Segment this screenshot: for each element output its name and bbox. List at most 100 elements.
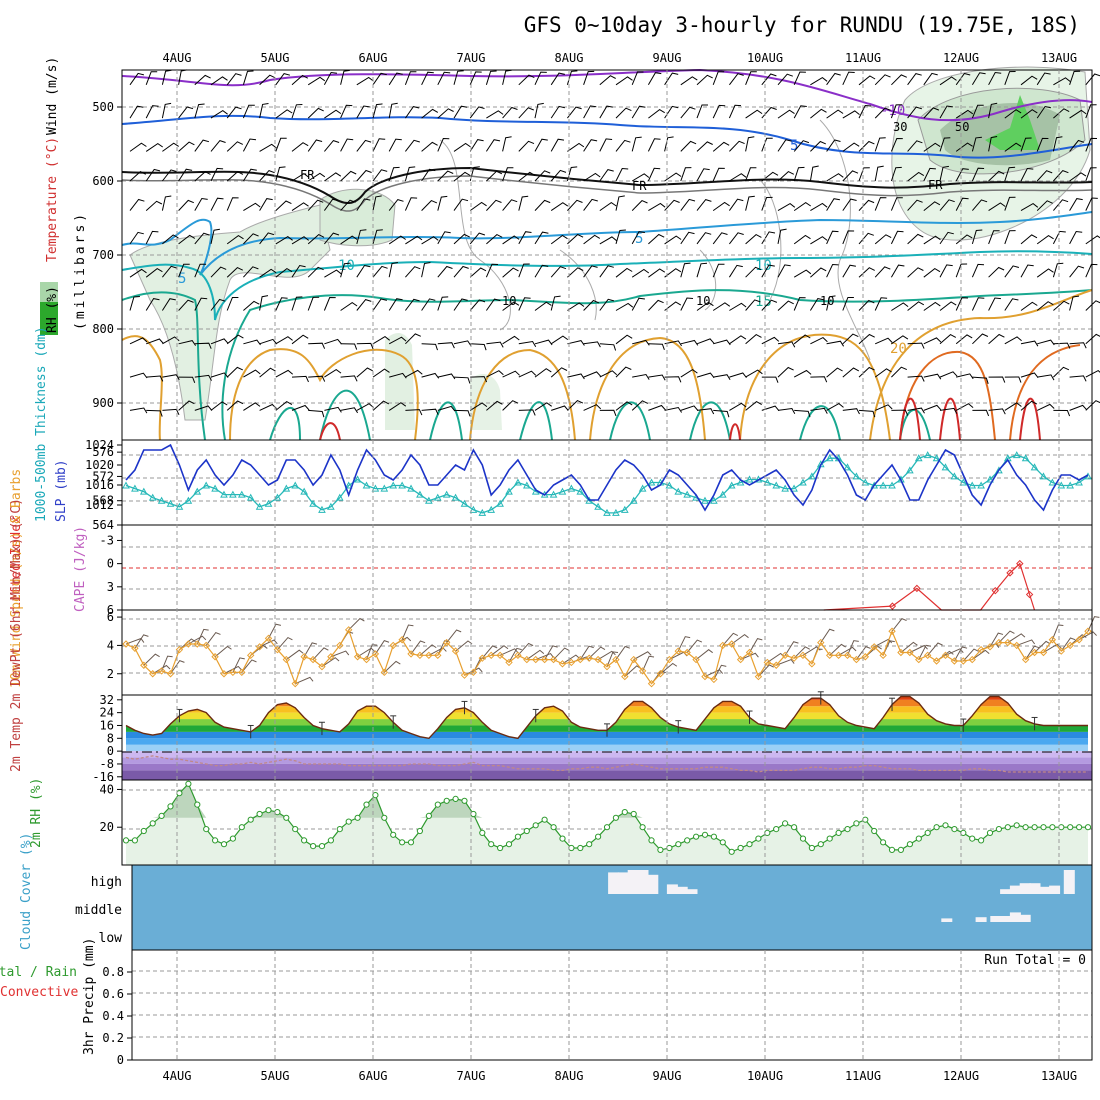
thickness-point	[380, 484, 389, 492]
wind-barb	[210, 228, 220, 245]
thickness-point	[950, 472, 959, 480]
wind10m-barb	[882, 640, 895, 656]
wind-barb	[842, 408, 860, 415]
wind-barb	[1069, 375, 1087, 382]
wind10m-barb	[695, 649, 713, 660]
wind-barb	[712, 167, 725, 182]
date-label-bottom: 9AUG	[653, 1069, 682, 1083]
wind10m-point	[184, 640, 193, 648]
wind-barb	[259, 295, 269, 311]
wind-barb	[631, 173, 650, 182]
wind-barb	[129, 407, 148, 414]
wind-barb	[550, 202, 569, 212]
wind-barb	[631, 71, 644, 85]
wind-barb	[324, 368, 342, 378]
wind10m-point	[398, 636, 406, 644]
wind-barb	[891, 302, 909, 311]
wind-barb	[421, 343, 438, 351]
wind-barb	[502, 335, 520, 345]
thickness-point	[460, 499, 469, 507]
wind-barb	[226, 171, 244, 182]
wind-barb	[469, 139, 484, 152]
wind10m-barb	[793, 646, 811, 659]
wind10m-barb	[927, 642, 943, 656]
wind10m-point	[612, 655, 620, 664]
wind-barb	[162, 336, 180, 345]
wind-barb	[923, 373, 942, 380]
wind-barb	[696, 104, 708, 119]
wind10m-point	[692, 655, 700, 664]
wind-barb	[615, 195, 625, 211]
lifted-index-point	[1025, 590, 1034, 599]
rh-legend-swatch-light	[40, 282, 58, 302]
wind-barb	[145, 105, 159, 119]
wind10m-barb	[856, 646, 871, 660]
wind-barb	[437, 296, 449, 311]
wind-barb	[615, 107, 632, 119]
rh2m-point	[274, 809, 281, 816]
rh2m-point	[951, 826, 958, 833]
thickness-point	[442, 490, 451, 498]
wind-barb	[178, 199, 194, 211]
wind-barb	[550, 367, 568, 378]
wind-axis-label: Wind (m/s)	[45, 57, 60, 135]
temp-label-15: 15	[755, 294, 772, 310]
thickness-point	[451, 493, 460, 501]
wind-barb	[502, 136, 512, 152]
precip-y-ticks: 0 0.2 0.4 0.6 0.8	[102, 965, 132, 1067]
wind-barb	[518, 231, 532, 245]
thickness-point	[1039, 472, 1048, 480]
wind-barb	[340, 262, 351, 278]
rh2m-point	[185, 780, 192, 787]
wind-barb	[712, 302, 731, 311]
wind10m-barb	[143, 653, 160, 666]
wind-barb	[162, 142, 179, 152]
thickness-point	[683, 490, 692, 498]
wind-barb	[745, 333, 762, 345]
wind-barb	[550, 234, 568, 245]
wind10m-point	[1048, 636, 1057, 644]
y-tick-label: 1012	[85, 498, 114, 512]
wind-barb	[745, 136, 755, 152]
wind-barb	[988, 102, 998, 119]
wind-barb	[421, 200, 438, 211]
wind-barb	[146, 338, 164, 345]
wind10m-point	[496, 651, 504, 660]
wind-barb	[243, 266, 259, 278]
rh2m-point	[336, 826, 343, 833]
wind-barb	[939, 301, 957, 311]
wind10m-barb	[633, 651, 652, 661]
wind-barb	[680, 167, 692, 182]
wind-barb	[1036, 200, 1053, 211]
rh2m-point	[586, 841, 593, 848]
wind-barb	[664, 172, 682, 182]
wind-barb	[356, 76, 374, 86]
wind-barb	[243, 300, 260, 311]
rh2m-point	[799, 835, 807, 842]
wind-barb	[648, 108, 665, 119]
wind-barb	[745, 233, 762, 245]
wind-barb	[923, 337, 942, 345]
wind-barb	[307, 172, 326, 182]
wind-barb	[324, 140, 340, 152]
wind-barb	[567, 142, 585, 152]
wind-barb	[567, 302, 585, 311]
wind-barb	[550, 72, 566, 86]
wind-barb	[469, 201, 487, 212]
temp-color-band-cold	[122, 763, 1092, 771]
wind-barb	[793, 269, 812, 278]
wind-barb	[275, 235, 293, 245]
wind10m-barb	[1016, 639, 1036, 646]
wind-barb	[178, 340, 197, 346]
wind-barb	[275, 109, 293, 119]
thickness-point	[906, 466, 914, 474]
wind-barb	[243, 369, 261, 378]
wind10m-point	[915, 655, 923, 664]
wind-barb	[307, 199, 324, 211]
thickness-point	[309, 499, 317, 507]
thickness-point	[433, 493, 442, 501]
wind-barb	[728, 198, 744, 211]
y-tick-label: 2	[107, 667, 114, 681]
thickness-point	[166, 499, 175, 507]
